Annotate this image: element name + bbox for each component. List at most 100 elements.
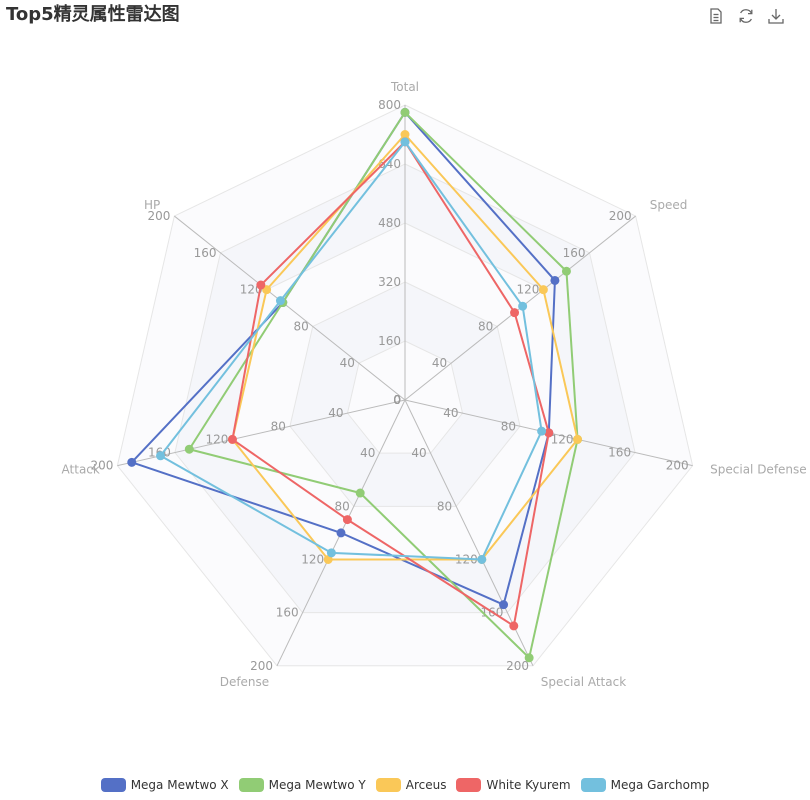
- radar-tick-label: 200: [90, 459, 113, 473]
- radar-series-line[interactable]: [231, 140, 550, 627]
- radar-series[interactable]: [184, 107, 583, 663]
- refresh-icon[interactable]: [736, 6, 756, 26]
- radar-data-point[interactable]: [262, 285, 272, 295]
- legend-item[interactable]: Mega Mewtwo Y: [238, 778, 366, 792]
- radar-chart: 0160320480640800040801201602000408012016…: [62, 80, 807, 689]
- radar-data-point[interactable]: [326, 548, 336, 558]
- radar-tick-label: 40: [328, 406, 343, 420]
- radar-tick-label: 200: [609, 209, 632, 223]
- radar-tick-label: 0: [393, 393, 401, 407]
- radar-indicator-label: Defense: [220, 675, 269, 689]
- legend-swatch: [456, 778, 482, 792]
- radar-series-group: [127, 107, 583, 663]
- legend-label: Arceus: [405, 778, 447, 792]
- radar-tick-label: 120: [301, 552, 324, 566]
- radar-tick-label: 80: [501, 419, 516, 433]
- radar-data-point[interactable]: [156, 451, 166, 461]
- radar-data-point[interactable]: [550, 275, 560, 285]
- legend-item[interactable]: Mega Mewtwo X: [100, 778, 229, 792]
- radar-data-point[interactable]: [127, 457, 137, 467]
- radar-tick-label: 200: [250, 659, 273, 673]
- radar-data-point[interactable]: [336, 528, 346, 538]
- radar-tick-label: 160: [608, 446, 631, 460]
- radar-tick-label: 200: [506, 659, 529, 673]
- legend-item[interactable]: White Kyurem: [456, 778, 571, 792]
- radar-data-point[interactable]: [400, 130, 410, 139]
- legend-swatch: [238, 778, 264, 792]
- radar-axis-line: [404, 399, 534, 667]
- radar-series-line[interactable]: [159, 140, 543, 561]
- radar-tick-label: 0: [393, 393, 401, 407]
- radar-tick-label: 480: [378, 216, 401, 230]
- radar-indicator-names: Total Speed Special Defense Special Attack D…: [62, 80, 807, 689]
- radar-tick-label: 40: [340, 356, 355, 370]
- radar-grid: [116, 104, 694, 667]
- radar-data-point[interactable]: [499, 600, 509, 610]
- radar-tick-label: 160: [194, 246, 217, 260]
- radar-data-point[interactable]: [342, 515, 352, 525]
- radar-tick-label: 40: [360, 446, 375, 460]
- radar-data-point[interactable]: [256, 280, 266, 290]
- radar-tick-label: 200: [147, 209, 170, 223]
- radar-tick-label: 200: [666, 459, 689, 473]
- download-icon[interactable]: [766, 6, 786, 26]
- radar-data-point[interactable]: [573, 434, 583, 444]
- legend-swatch: [100, 778, 126, 792]
- radar-tick-label: 80: [293, 319, 308, 333]
- radar-tick-label: 120: [516, 283, 539, 297]
- legend-item[interactable]: Mega Garchomp: [580, 778, 710, 792]
- toolbox: [706, 6, 786, 26]
- radar-axis-line: [117, 399, 406, 467]
- radar-series[interactable]: [156, 137, 547, 564]
- radar-data-point[interactable]: [355, 488, 365, 498]
- data-view-icon[interactable]: [706, 6, 726, 26]
- legend-label: Mega Mewtwo Y: [268, 778, 366, 792]
- legend-label: Mega Mewtwo X: [130, 778, 229, 792]
- radar-data-point[interactable]: [544, 428, 554, 438]
- radar-tick-label: 0: [393, 393, 401, 407]
- radar-series-line[interactable]: [231, 133, 579, 561]
- radar-data-point[interactable]: [537, 426, 547, 436]
- radar-data-point[interactable]: [184, 444, 194, 454]
- radar-tick-label: 80: [271, 419, 286, 433]
- radar-tick-label: 320: [378, 275, 401, 289]
- radar-data-point[interactable]: [561, 266, 571, 276]
- radar-indicator-label: Speed: [650, 198, 688, 212]
- radar-data-point[interactable]: [510, 308, 520, 318]
- radar-series[interactable]: [227, 137, 554, 631]
- radar-tick-label: 80: [335, 499, 350, 513]
- radar-tick-label: 80: [478, 319, 493, 333]
- radar-data-point[interactable]: [400, 137, 410, 147]
- radar-data-point[interactable]: [518, 301, 528, 311]
- radar-indicator-label: Special Attack: [541, 675, 626, 689]
- radar-indicator-label: Attack: [62, 463, 100, 477]
- chart-legend: Mega Mewtwo X Mega Mewtwo Y Arceus White Ky…: [0, 778, 810, 792]
- radar-tick-label: 120: [551, 432, 574, 446]
- radar-data-point[interactable]: [477, 554, 487, 564]
- radar-tick-label: 0: [393, 393, 401, 407]
- radar-data-point[interactable]: [400, 107, 410, 117]
- radar-series-line[interactable]: [188, 111, 579, 659]
- radar-tick-label: 40: [411, 446, 426, 460]
- chart-title: Top5精灵属性雷达图: [6, 4, 180, 25]
- radar-data-point[interactable]: [538, 285, 548, 295]
- radar-data-point[interactable]: [524, 653, 534, 663]
- legend-label: White Kyurem: [486, 778, 571, 792]
- radar-tick-label: 160: [378, 334, 401, 348]
- radar-tick-label: 40: [443, 406, 458, 420]
- radar-indicator-label: Total: [390, 80, 419, 94]
- radar-tick-label: 40: [432, 356, 447, 370]
- radar-axis-line: [174, 215, 406, 401]
- radar-tick-label: 0: [393, 393, 401, 407]
- radar-tick-labels: 0160320480640800040801201602000408012016…: [90, 98, 688, 673]
- radar-tick-label: 0: [393, 393, 401, 407]
- radar-tick-label: 120: [206, 432, 229, 446]
- radar-data-point[interactable]: [275, 296, 285, 306]
- radar-data-point[interactable]: [509, 621, 519, 631]
- legend-item[interactable]: Arceus: [375, 778, 447, 792]
- legend-label: Mega Garchomp: [610, 778, 710, 792]
- radar-data-point[interactable]: [227, 434, 237, 444]
- legend-swatch: [580, 778, 606, 792]
- radar-tick-label: 80: [437, 499, 452, 513]
- radar-indicator-label: Special Defense: [710, 463, 807, 477]
